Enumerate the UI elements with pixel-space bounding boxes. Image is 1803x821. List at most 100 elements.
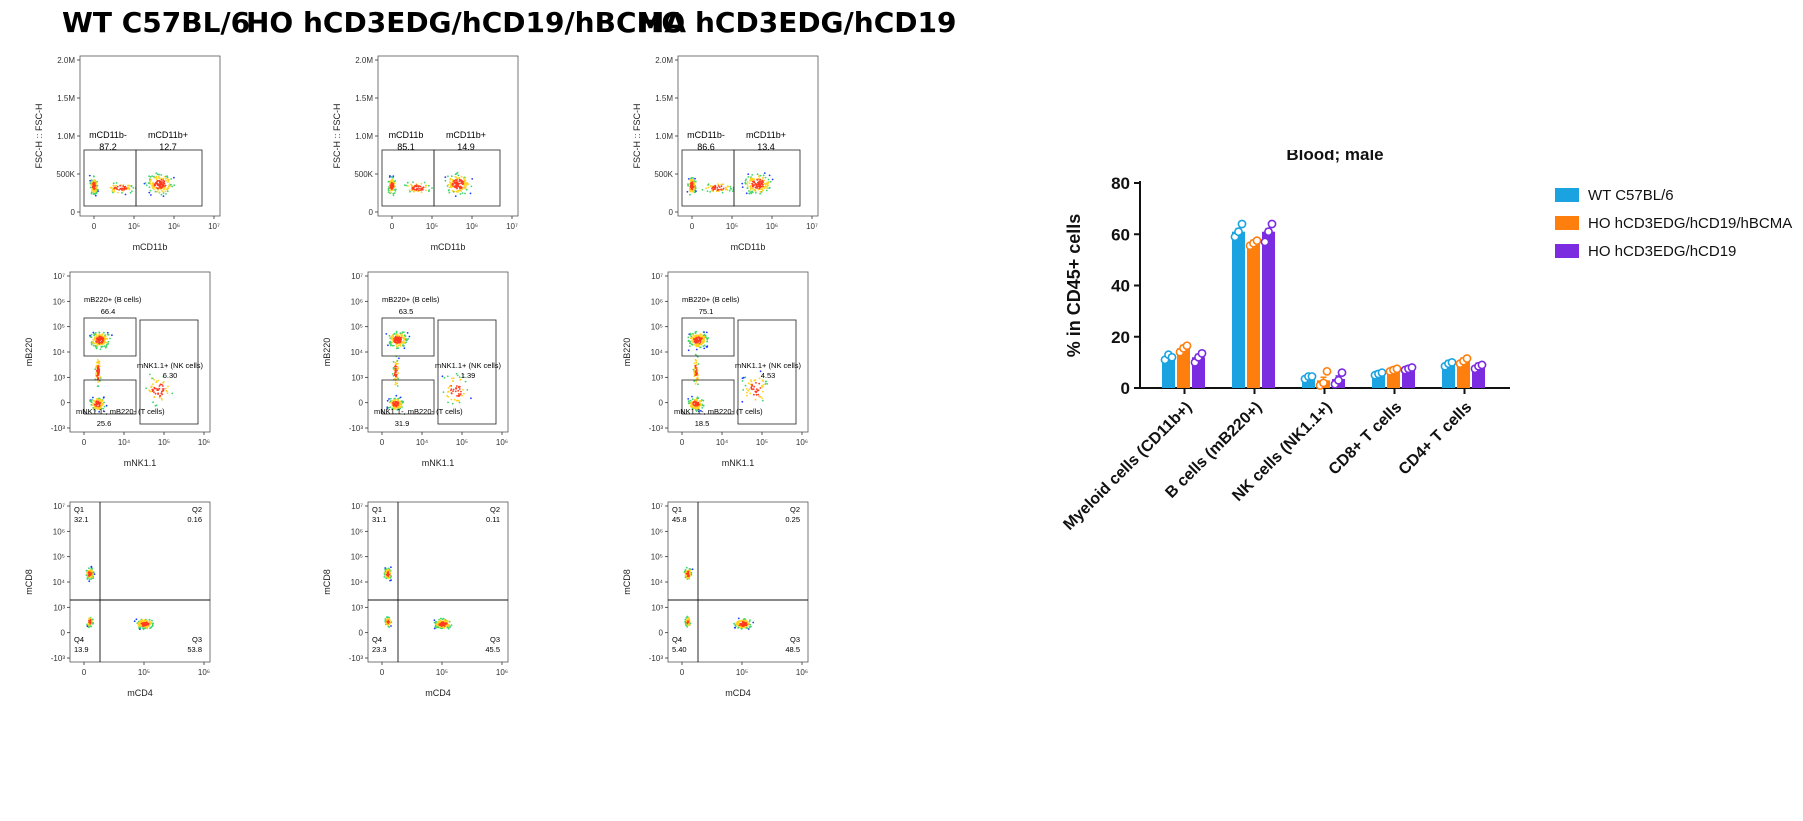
nkb-panel-1-event: [394, 371, 396, 374]
myeloid-panel-1-ytick-label: 1.0M: [355, 132, 373, 141]
legend-label: HO hCD3EDG/hCD19/hBCMA: [1588, 215, 1792, 232]
myeloid-panel-0-xtick-label: 0: [92, 222, 97, 231]
nkb-panel-1-event: [393, 400, 396, 402]
myeloid-panel-2-event: [729, 185, 732, 188]
myeloid-panel-1-event: [412, 181, 414, 184]
tcell-panel-0-event: [90, 567, 93, 570]
nkb-panel-2-ytick-label: 10³: [651, 373, 663, 382]
nkb-panel-0-event: [160, 399, 163, 401]
nkb-panel-1-event: [460, 390, 462, 393]
tcell-panel-1-event: [433, 627, 436, 630]
myeloid-panel-1-event: [451, 178, 454, 181]
myeloid-panel-1-event: [448, 186, 451, 189]
myeloid-panel-0-event: [112, 191, 114, 194]
nkb-panel-2-event: [695, 410, 698, 412]
tcell-panel-1-event: [387, 618, 390, 620]
nkb-panel-2-gate-b: [681, 317, 735, 357]
nkb-panel-2-event: [746, 394, 748, 397]
myeloid-panel-2-event: [761, 179, 764, 182]
nkb-panel-0-event: [99, 348, 102, 351]
myeloid-panel-2-event: [724, 186, 727, 189]
nkb-panel-2-event: [703, 347, 706, 350]
nkb-panel-0-event: [153, 387, 156, 390]
nkb-panel-0-xlabel: mNK1.1: [124, 458, 157, 468]
myeloid-panel-0-event: [153, 186, 156, 189]
myeloid-panel-2-event: [751, 174, 754, 176]
myeloid-panel-2-event: [753, 181, 755, 184]
nkb-panel-1-event: [401, 331, 404, 334]
nkb-panel-1-event: [457, 399, 459, 402]
myeloid-panel-2-event: [750, 176, 752, 179]
nkb-panel-0-event: [166, 392, 169, 394]
nkb-panel-1-event: [396, 345, 398, 348]
nkb-panel-1-event: [399, 332, 402, 335]
nkb-panel-1-event: [395, 365, 398, 368]
nkb-panel-2-event: [694, 335, 696, 338]
myeloid-panel-1-event: [455, 181, 457, 184]
tcell-panel-0-event: [92, 571, 95, 574]
myeloid-panel-2-event: [753, 178, 755, 181]
nkb-panel-0-event: [97, 378, 100, 380]
myeloid-panel-0-event: [148, 175, 151, 178]
nkb-panel-2-event: [691, 395, 693, 398]
nkb-panel-1-event: [448, 385, 451, 388]
nkb-panel-2-ytick-label: 10⁶: [651, 297, 663, 306]
nkb-panel-1-event: [392, 374, 395, 377]
myeloid-panel-0-event: [89, 186, 92, 189]
nkb-panel-2-event: [755, 393, 758, 396]
tcell-panel-0-event: [139, 628, 141, 631]
nkb-panel-0-event: [103, 401, 105, 404]
tcell-panel-2-event: [684, 618, 687, 621]
myeloid-panel-1-event: [419, 185, 422, 188]
nkb-panel-1-event: [394, 381, 397, 384]
tcell-panel-1-event: [385, 572, 387, 574]
nkb-panel-0-event: [96, 403, 99, 406]
nkb-panel-1-event: [401, 400, 404, 403]
nkb-panel-0-event: [160, 392, 163, 395]
tcell-panel-2-ytick-label: 10⁵: [651, 553, 663, 562]
tcell-panel-0-event: [89, 625, 92, 628]
nkb-panel-0-event: [160, 383, 163, 386]
data-point: [1319, 378, 1328, 388]
myeloid-panel-0-event: [115, 182, 118, 184]
myeloid-panel-2-event: [762, 189, 764, 192]
nkb-panel-0-event: [94, 333, 96, 336]
tcell-panel-2-event: [684, 570, 686, 572]
tcell-panel-1-event: [441, 624, 444, 627]
myeloid-panel-2-event: [732, 190, 734, 193]
nkb-panel-0-xtick-label: 10⁶: [198, 438, 210, 447]
tcell-panel-2-event: [748, 620, 751, 623]
myeloid-panel-2-event: [748, 190, 750, 192]
nkb-panel-2-event: [689, 402, 692, 405]
myeloid-panel-2-event: [725, 188, 728, 191]
nkb-panel-1-ytick-label: 10⁶: [351, 297, 363, 306]
nkb-panel-2-event: [697, 407, 700, 410]
myeloid-panel-1-event: [454, 182, 457, 185]
myeloid-panel-2-event: [762, 174, 765, 177]
nkb-panel-1-event: [396, 359, 399, 362]
myeloid-panel-1-event: [431, 187, 433, 189]
myeloid-panel-1-event: [455, 185, 458, 187]
myeloid-panel-0-event: [149, 176, 152, 178]
nkb-panel-0-gate-nk: [139, 319, 199, 425]
myeloid-panel-1-event: [452, 182, 454, 185]
myeloid-panel-0-event: [173, 184, 176, 187]
tcell-panel-1-event: [441, 621, 444, 623]
tcell-panel-0-event: [85, 569, 88, 572]
myeloid-panel-0-event: [111, 190, 114, 192]
nkb-panel-2-event: [754, 390, 757, 393]
myeloid-panel-2-gate-neg-label: mCD11b-: [687, 130, 725, 140]
myeloid-panel-0-xlabel: mCD11b: [133, 242, 168, 252]
myeloid-panel-2-event: [760, 182, 763, 185]
nkb-panel-1-event: [402, 344, 405, 347]
nkb-panel-1-xtick-label: 10⁴: [416, 438, 429, 447]
tcell-panel-1-q1-value: 31.1: [372, 515, 387, 524]
myeloid-panel-1-event: [413, 188, 416, 191]
myeloid-panel-2-event: [720, 183, 723, 186]
nkb-panel-1-event: [388, 398, 390, 400]
myeloid-panel-0-event: [127, 184, 130, 187]
tcell-panel-1-xlabel: mCD4: [425, 688, 451, 698]
myeloid-panel-1-event: [391, 188, 393, 190]
nkb-panel-2-b-value: 75.1: [699, 307, 714, 316]
nkb-panel-0-event: [104, 346, 107, 349]
